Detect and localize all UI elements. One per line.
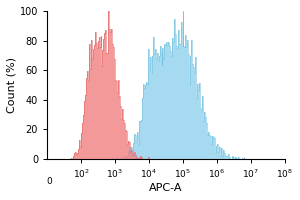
Y-axis label: Count (%): Count (%) <box>7 57 17 113</box>
Text: 0: 0 <box>46 177 52 186</box>
X-axis label: APC-A: APC-A <box>149 183 183 193</box>
Polygon shape <box>47 11 284 159</box>
Polygon shape <box>47 11 284 159</box>
